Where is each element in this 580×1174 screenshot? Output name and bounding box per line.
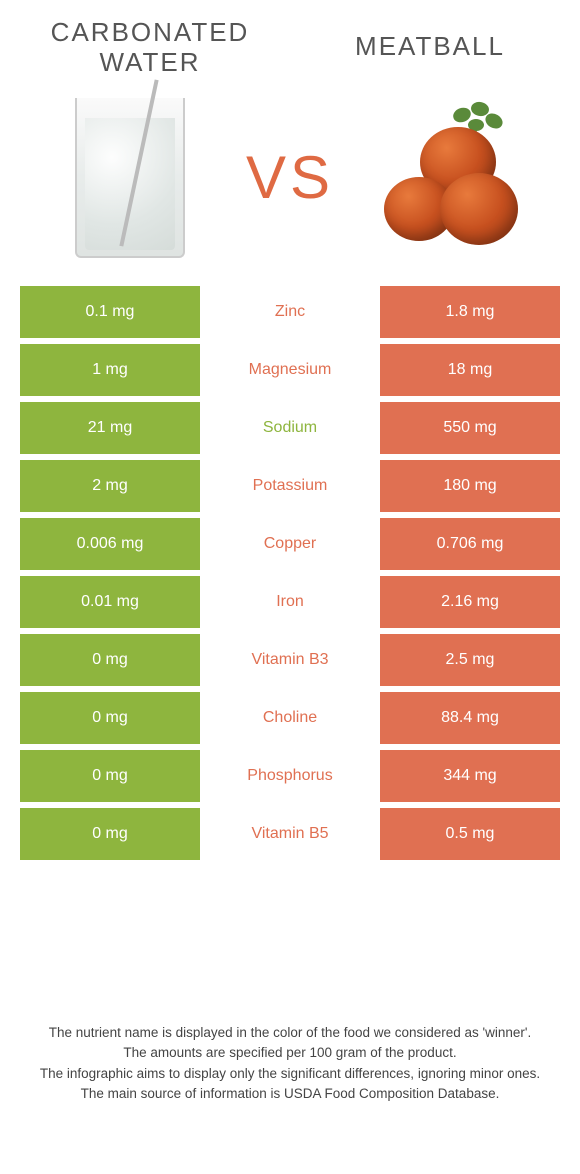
left-value: 0 mg xyxy=(20,750,200,802)
right-value: 2.5 mg xyxy=(380,634,560,686)
glass-icon xyxy=(75,98,185,258)
left-value: 0 mg xyxy=(20,808,200,860)
nutrient-table: 0.1 mgZinc1.8 mg 1 mgMagnesium18 mg 21 mgS… xyxy=(20,286,560,860)
vs-label: VS xyxy=(246,143,334,212)
left-value: 0 mg xyxy=(20,692,200,744)
nutrient-row: 1 mgMagnesium18 mg xyxy=(20,344,560,396)
nutrient-label: Iron xyxy=(200,576,380,628)
nutrient-label: Potassium xyxy=(200,460,380,512)
left-food-image xyxy=(30,88,230,268)
nutrient-row: 2 mgPotassium180 mg xyxy=(20,460,560,512)
right-value: 344 mg xyxy=(380,750,560,802)
left-value: 1 mg xyxy=(20,344,200,396)
nutrient-label: Vitamin B5 xyxy=(200,808,380,860)
right-value: 2.16 mg xyxy=(380,576,560,628)
right-food-title: MEATBALL xyxy=(320,18,540,62)
nutrient-row: 0.1 mgZinc1.8 mg xyxy=(20,286,560,338)
footer-line: The infographic aims to display only the… xyxy=(30,1064,550,1084)
left-value: 0 mg xyxy=(20,634,200,686)
right-value: 1.8 mg xyxy=(380,286,560,338)
left-value: 0.1 mg xyxy=(20,286,200,338)
nutrient-label: Zinc xyxy=(200,286,380,338)
right-value: 550 mg xyxy=(380,402,560,454)
nutrient-row: 21 mgSodium550 mg xyxy=(20,402,560,454)
right-value: 88.4 mg xyxy=(380,692,560,744)
footer-line: The amounts are specified per 100 gram o… xyxy=(30,1043,550,1063)
nutrient-label: Magnesium xyxy=(200,344,380,396)
nutrient-label: Phosphorus xyxy=(200,750,380,802)
nutrient-label: Choline xyxy=(200,692,380,744)
nutrient-row: 0.006 mgCopper0.706 mg xyxy=(20,518,560,570)
footer-notes: The nutrient name is displayed in the co… xyxy=(30,1023,550,1104)
nutrient-row: 0 mgPhosphorus344 mg xyxy=(20,750,560,802)
nutrient-row: 0 mgVitamin B50.5 mg xyxy=(20,808,560,860)
right-value: 180 mg xyxy=(380,460,560,512)
left-food-title: CARBONATEDWATER xyxy=(40,18,260,78)
left-value: 21 mg xyxy=(20,402,200,454)
image-row: VS xyxy=(0,78,580,286)
left-value: 2 mg xyxy=(20,460,200,512)
nutrient-label: Vitamin B3 xyxy=(200,634,380,686)
footer-line: The nutrient name is displayed in the co… xyxy=(30,1023,550,1043)
footer-line: The main source of information is USDA F… xyxy=(30,1084,550,1104)
nutrient-row: 0 mgCholine88.4 mg xyxy=(20,692,560,744)
left-value: 0.01 mg xyxy=(20,576,200,628)
header: CARBONATEDWATER MEATBALL xyxy=(0,0,580,78)
right-value: 18 mg xyxy=(380,344,560,396)
right-value: 0.5 mg xyxy=(380,808,560,860)
left-value: 0.006 mg xyxy=(20,518,200,570)
right-value: 0.706 mg xyxy=(380,518,560,570)
right-food-image xyxy=(350,88,550,268)
nutrient-row: 0 mgVitamin B32.5 mg xyxy=(20,634,560,686)
nutrient-row: 0.01 mgIron2.16 mg xyxy=(20,576,560,628)
meatballs-icon xyxy=(370,103,530,253)
meatball-icon xyxy=(440,173,518,245)
straw-icon xyxy=(119,79,158,246)
nutrient-label: Sodium xyxy=(200,402,380,454)
nutrient-label: Copper xyxy=(200,518,380,570)
